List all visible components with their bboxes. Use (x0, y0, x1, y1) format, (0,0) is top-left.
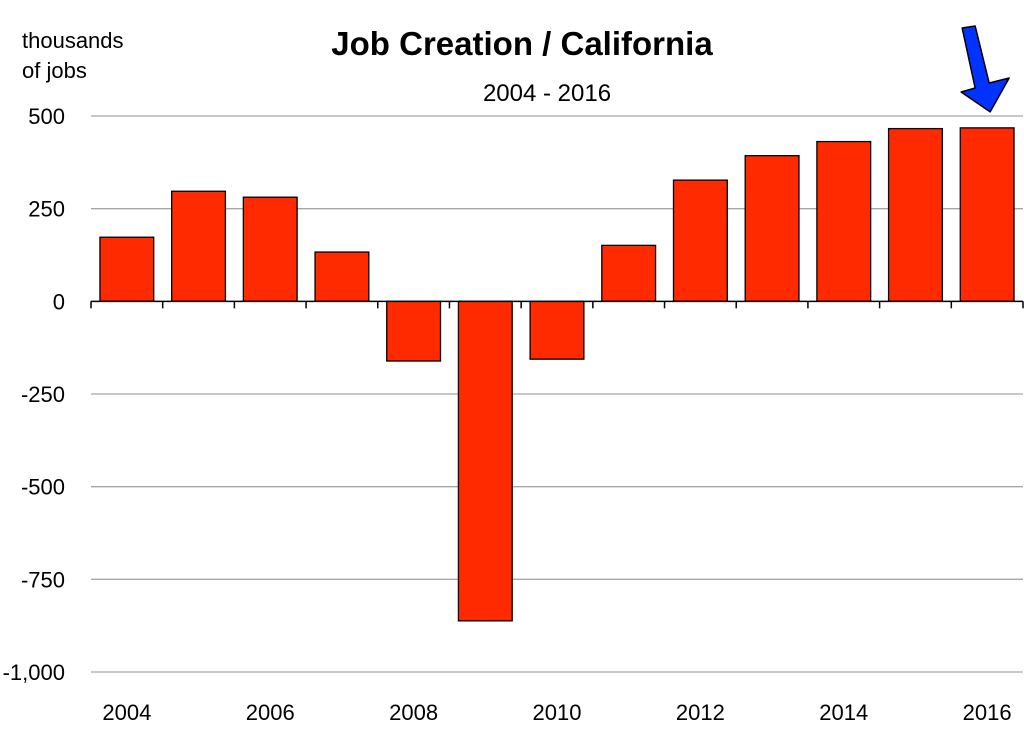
y-axis-label-line2: of jobs (22, 58, 87, 83)
chart-subtitle: 2004 - 2016 (483, 80, 611, 107)
y-tick-label: 0 (53, 289, 65, 314)
tick-labels: 500 250 0 -250 -500 -750 -1,000 2004 2006 2008 201… (3, 104, 1012, 725)
y-tick-label: -500 (21, 475, 65, 500)
highlight-arrow-icon (960, 25, 1010, 113)
x-tick-label: 2006 (246, 700, 295, 725)
bar-2005 (171, 190, 227, 302)
bar-2013 (744, 155, 800, 302)
annotations (960, 25, 1010, 113)
bar-2016 (959, 127, 1015, 302)
y-tick-label: -1,000 (3, 660, 65, 685)
axes (90, 300, 1024, 309)
bar-2009 (457, 300, 513, 622)
x-tick-label: 2014 (819, 700, 868, 725)
x-tick-label: 2004 (102, 700, 151, 725)
y-axis-label-line1: thousands (22, 28, 124, 53)
bar-2011 (601, 244, 657, 302)
y-tick-label: 250 (28, 197, 65, 222)
gridlines (91, 115, 1023, 673)
bar-2014 (816, 140, 872, 302)
y-tick-label: 500 (28, 104, 65, 129)
bar-2006 (242, 196, 298, 302)
bar-2010 (529, 300, 585, 360)
x-tick-label: 2016 (963, 700, 1012, 725)
bar-2008 (386, 300, 442, 362)
bar-2007 (314, 251, 370, 302)
x-tick-label: 2008 (389, 700, 438, 725)
y-tick-label: -750 (21, 567, 65, 592)
x-tick-label: 2012 (676, 700, 725, 725)
bars (99, 127, 1015, 622)
x-tick-label: 2010 (533, 700, 582, 725)
bar-2015 (887, 127, 943, 302)
chart-title: Job Creation / California (331, 25, 713, 62)
bar-2004 (99, 236, 155, 302)
bar-2012 (672, 179, 728, 302)
y-tick-label: -250 (21, 382, 65, 407)
